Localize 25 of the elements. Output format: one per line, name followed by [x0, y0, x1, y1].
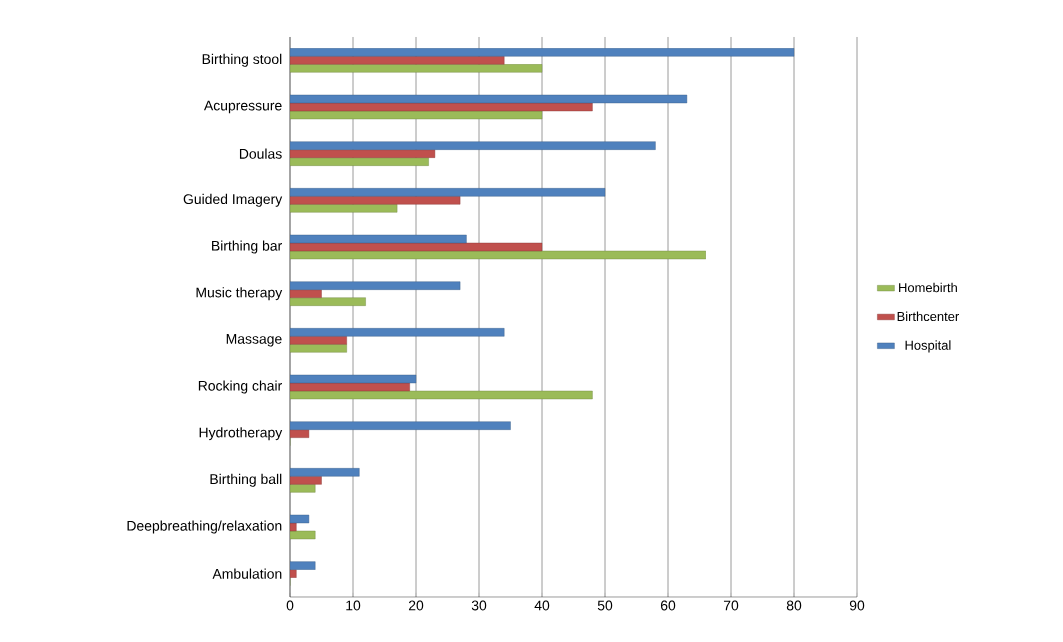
x-tick-label: 80: [786, 600, 802, 611]
x-tick-label: 40: [534, 600, 550, 611]
x-tick-label: 50: [597, 600, 613, 611]
y-tick-label: Deepbreathing/relaxation: [127, 520, 282, 534]
y-tick-label: Birthing bar: [212, 240, 282, 254]
y-tick-label: Ambulation: [212, 568, 282, 579]
x-tick-label: 0: [286, 600, 294, 611]
y-tick-label: Music therapy: [196, 287, 283, 301]
x-tick-label: 70: [723, 600, 739, 611]
y-tick-label: Acupressure: [203, 100, 282, 114]
legend-label: Hospital: [905, 340, 951, 353]
y-tick-label: Birthing stool: [202, 53, 282, 67]
x-tick-label: 20: [408, 600, 424, 611]
legend-label: Homebirth: [899, 282, 957, 293]
legend-label: Birthcenter: [897, 311, 959, 322]
x-tick-label: 60: [660, 600, 676, 611]
y-tick-label: Massage: [226, 334, 282, 347]
y-tick-label: Guided Imagery: [183, 193, 283, 207]
y-tick-label: Birthing ball: [210, 473, 282, 487]
y-tick-label: Doulas: [239, 148, 282, 159]
y-tick-label: Hydrotherapy: [199, 427, 283, 441]
x-tick-label: 90: [849, 600, 865, 611]
y-tick-label: Rocking chair: [198, 380, 282, 394]
x-tick-label: 30: [471, 600, 487, 611]
x-tick-label: 10: [346, 600, 361, 611]
